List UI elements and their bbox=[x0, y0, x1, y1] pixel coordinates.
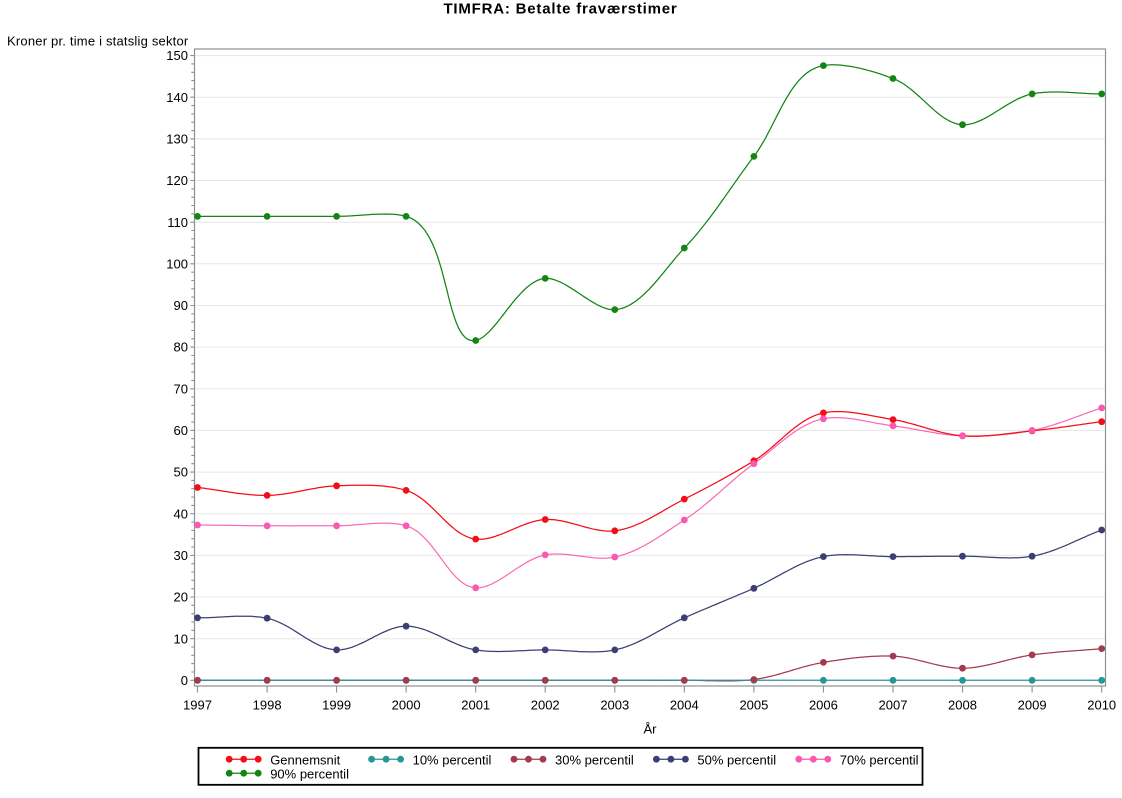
svg-text:110: 110 bbox=[167, 215, 188, 230]
svg-text:60: 60 bbox=[174, 423, 188, 438]
svg-text:100: 100 bbox=[166, 256, 188, 271]
svg-text:90: 90 bbox=[174, 298, 188, 313]
svg-text:0: 0 bbox=[181, 673, 188, 688]
svg-text:50% percentil: 50% percentil bbox=[697, 753, 776, 768]
svg-text:50: 50 bbox=[174, 465, 188, 480]
svg-text:70% percentil: 70% percentil bbox=[840, 753, 919, 768]
svg-text:1998: 1998 bbox=[253, 698, 282, 713]
svg-text:70: 70 bbox=[174, 381, 188, 396]
svg-text:1997: 1997 bbox=[183, 698, 212, 713]
svg-text:90% percentil: 90% percentil bbox=[270, 767, 349, 782]
svg-text:2009: 2009 bbox=[1018, 698, 1047, 713]
svg-text:130: 130 bbox=[166, 132, 188, 147]
svg-text:2000: 2000 bbox=[392, 698, 421, 713]
svg-text:140: 140 bbox=[166, 90, 188, 105]
svg-text:30: 30 bbox=[174, 548, 188, 563]
svg-text:2007: 2007 bbox=[879, 698, 908, 713]
svg-text:2004: 2004 bbox=[670, 698, 699, 713]
svg-text:120: 120 bbox=[166, 173, 188, 188]
svg-text:40: 40 bbox=[174, 506, 188, 521]
svg-text:Gennemsnit: Gennemsnit bbox=[270, 753, 340, 768]
svg-text:2010: 2010 bbox=[1087, 698, 1116, 713]
svg-text:TIMFRA: Betalte fraværstimer: TIMFRA: Betalte fraværstimer bbox=[443, 1, 677, 18]
svg-text:2001: 2001 bbox=[461, 698, 490, 713]
svg-text:2005: 2005 bbox=[739, 698, 768, 713]
svg-text:1999: 1999 bbox=[322, 698, 351, 713]
svg-text:30% percentil: 30% percentil bbox=[555, 753, 634, 768]
svg-text:20: 20 bbox=[174, 590, 188, 605]
svg-text:2002: 2002 bbox=[531, 698, 560, 713]
svg-text:10% percentil: 10% percentil bbox=[413, 753, 492, 768]
svg-text:10: 10 bbox=[174, 631, 188, 646]
svg-text:2008: 2008 bbox=[948, 698, 977, 713]
svg-text:2003: 2003 bbox=[600, 698, 629, 713]
svg-text:År: År bbox=[644, 722, 658, 737]
svg-text:Kroner pr. time i statslig sek: Kroner pr. time i statslig sektor bbox=[7, 34, 189, 49]
svg-text:150: 150 bbox=[166, 48, 188, 63]
svg-text:80: 80 bbox=[174, 340, 188, 355]
svg-text:2006: 2006 bbox=[809, 698, 838, 713]
